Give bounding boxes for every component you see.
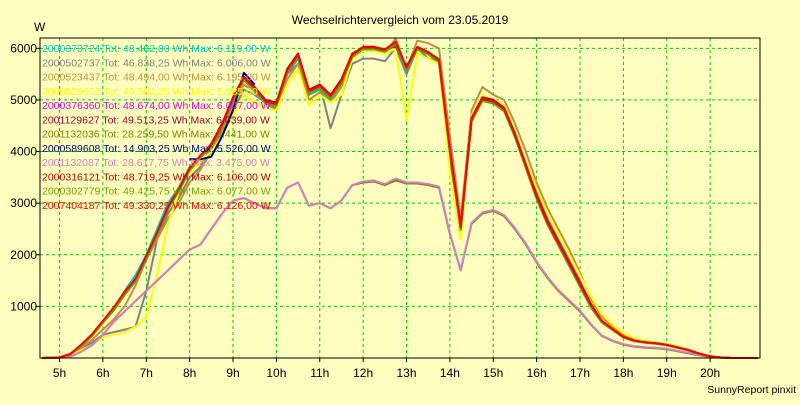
series-line-4 <box>42 48 758 359</box>
series-line-9 <box>42 177 758 359</box>
axis-ticks: 5h 6h 7h 8h 9h 10h 11h 12h 13h 14h 15h 16h 17h 18h 19h… <box>10 41 720 380</box>
y-tick-label: 6000 <box>10 41 37 55</box>
x-tick-label: 17h <box>570 366 590 380</box>
legend-entry: 2000523437 Tot: 48.494,00 Wh Max: 6.195,… <box>42 72 271 84</box>
y-axis-label: W <box>34 20 46 34</box>
x-tick-label: 13h <box>396 366 416 380</box>
plot-frame <box>39 37 761 359</box>
legend-entry: 2000376360 Tot: 48.674,00 Wh Max: 6.047,… <box>42 100 271 112</box>
y-tick-label: 3000 <box>10 196 37 210</box>
x-tick-label: 7h <box>140 366 153 380</box>
legend-entry: 2000302779 Tot: 49.425,75 Wh Max: 6.077,… <box>42 186 271 198</box>
x-tick-label: 6h <box>96 366 109 380</box>
x-tick-label: 12h <box>353 366 373 380</box>
series-line-12 <box>42 40 758 359</box>
legend-entry: 2001132087 Tot: 28.617,75 Wh Max: 3.475,… <box>42 157 270 169</box>
legend-entry: 2007404187 Tot: 49.330,25 Wh Max: 6.126,… <box>42 200 271 212</box>
legend-entry: 2000373724 Tot: 48.482,00 Wh Max: 6.119,… <box>42 43 270 55</box>
legend-entry: 2001129627 Tot: 49.513,25 Wh Max: 6.039,… <box>42 114 270 126</box>
x-tick-label: 14h <box>440 366 460 380</box>
legend-entry: 2000589608 Tot: 14.903,25 Wh Max: 5.526,… <box>42 143 271 155</box>
x-tick-label: 9h <box>226 366 239 380</box>
y-tick-label: 1000 <box>10 299 37 313</box>
credit-label: SunnyReport pinxit <box>707 384 796 396</box>
legend: 2000373724 Tot: 48.482,00 Wh Max: 6.119,… <box>42 43 271 212</box>
legend-entry: 2000502737 Tot: 46.838,25 Wh Max: 6.006,… <box>42 57 271 69</box>
y-tick-label: 2000 <box>10 248 37 262</box>
legend-entry: 2001132036 Tot: 28.259,50 Wh Max: 3.441,… <box>42 129 270 141</box>
y-tick-label: 5000 <box>10 93 37 107</box>
grid <box>40 38 760 358</box>
legend-entry: 2000316121 Tot: 48.719,25 Wh Max: 6.106,… <box>42 171 271 183</box>
x-tick-label: 18h <box>613 366 633 380</box>
x-tick-label: 16h <box>527 366 547 380</box>
x-tick-label: 20h <box>700 366 720 380</box>
x-tick-label: 15h <box>483 366 503 380</box>
legend-entry: 2000529602 Tot: 49.592,25 Wh Max: 5.985,… <box>42 86 271 98</box>
x-tick-label: 8h <box>183 366 196 380</box>
y-tick-label: 4000 <box>10 145 37 159</box>
x-tick-label: 10h <box>266 366 286 380</box>
series-line-8 <box>189 71 256 161</box>
x-tick-label: 5h <box>53 366 66 380</box>
x-tick-label: 19h <box>657 366 677 380</box>
x-tick-label: 11h <box>310 366 329 380</box>
chart-title: Wechselrichtervergleich vom 23.05.2019 <box>292 13 509 27</box>
